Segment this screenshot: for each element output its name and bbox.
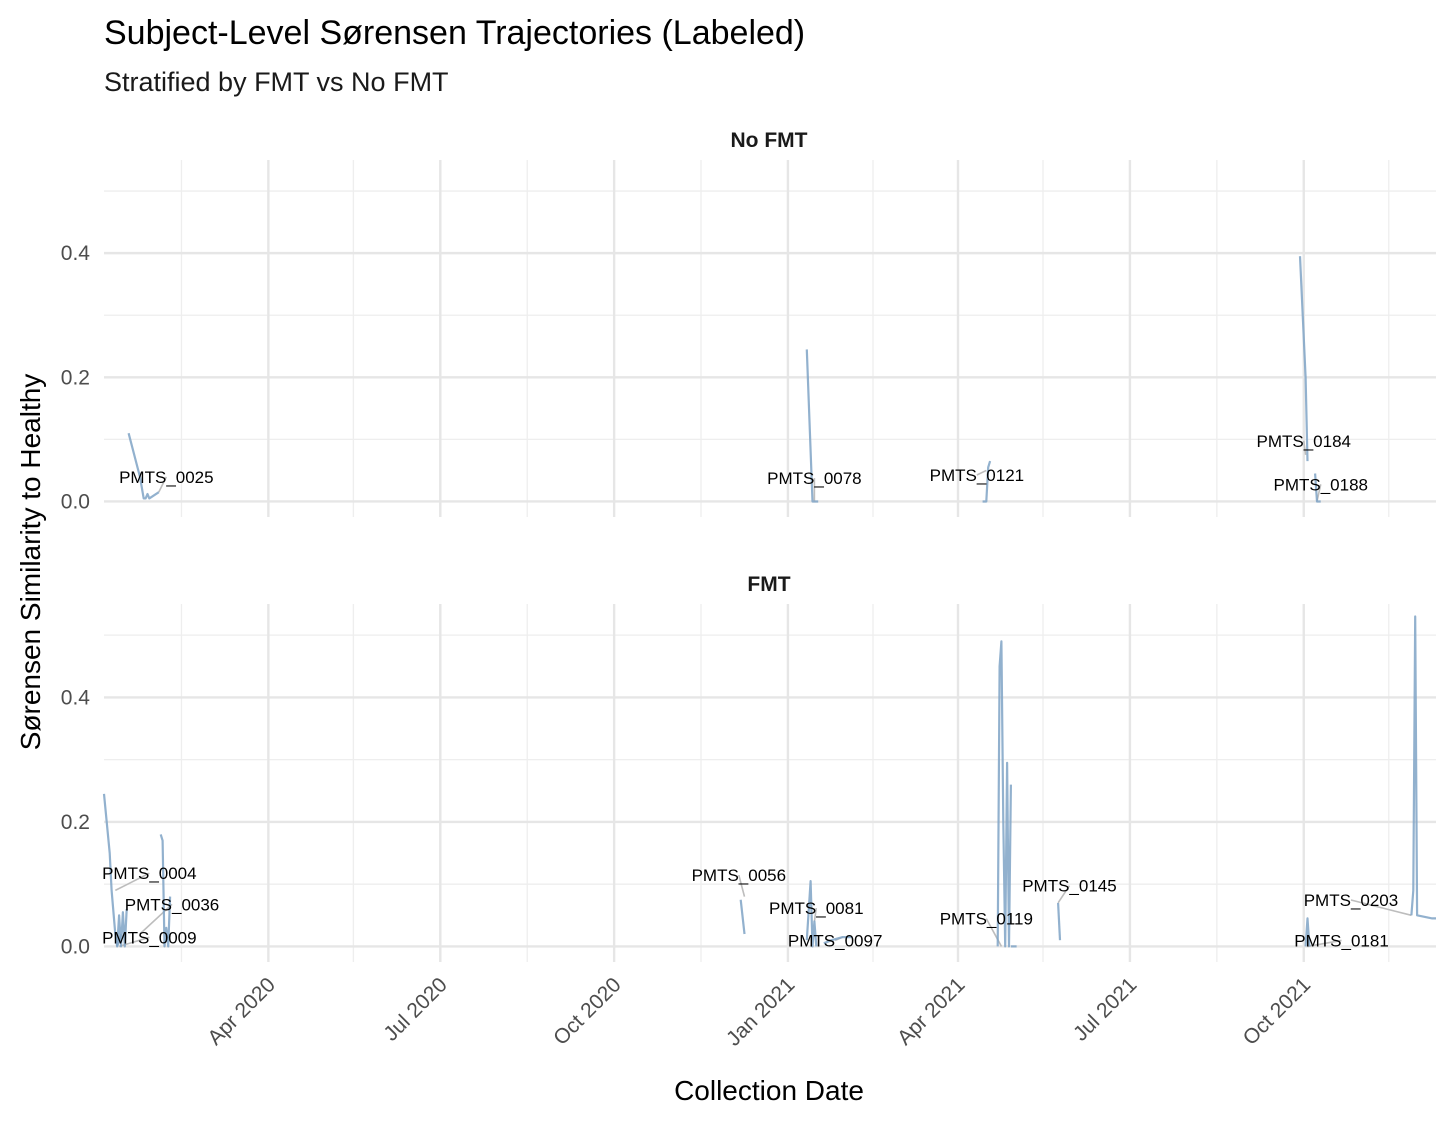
- subject-label: PMTS_0119: [940, 910, 1033, 929]
- subject-trajectory-line: [1298, 256, 1309, 462]
- subject-trajectory-line: [1057, 902, 1062, 941]
- x-tick-label: Oct 2021: [1239, 973, 1316, 1050]
- y-axis-title: Sørensen Similarity to Healthy: [15, 374, 46, 751]
- label-connector: [738, 874, 746, 897]
- y-tick-label: 0.4: [61, 686, 91, 709]
- y-tick-label: 0.2: [61, 366, 90, 389]
- subject-label: PMTS_0203: [1304, 891, 1399, 910]
- y-tick-label: 0.4: [61, 242, 91, 265]
- label-connector: [813, 907, 818, 922]
- label-connector: [1350, 899, 1412, 917]
- subject-trajectory-line: [1304, 917, 1311, 947]
- label-connector: [139, 903, 173, 935]
- label-connector: [158, 476, 168, 493]
- subject-trajectory-line: [805, 349, 819, 503]
- label-connector: [114, 872, 150, 892]
- subject-label: PMTS_0078: [767, 469, 862, 488]
- label-connector: [976, 469, 987, 476]
- x-tick-label: Jan 2021: [722, 973, 799, 1050]
- subject-trajectory-line: [159, 834, 172, 948]
- subject-trajectory-line: [982, 460, 992, 503]
- subject-label: PMTS_0145: [1022, 877, 1117, 896]
- subject-label: PMTS_0181: [1294, 931, 1389, 950]
- subject-label: PMTS_0097: [788, 931, 883, 950]
- x-tick-label: Jul 2021: [1069, 973, 1141, 1045]
- subject-label: PMTS_0036: [125, 895, 220, 914]
- subject-trajectory-line: [1314, 473, 1321, 503]
- panel-fmt: 0.0 0.2 0.4 PMTS_0004 PMTS_0036 PMTS_0009 PMTS…: [61, 604, 1436, 962]
- strip-label-no-fmt: No FMT: [731, 129, 808, 152]
- y-tick-label: 0.2: [61, 811, 90, 834]
- subject-trajectory-line: [805, 879, 818, 948]
- subject-trajectory-line: [1410, 615, 1436, 920]
- x-axis: Apr 2020 Jul 2020 Oct 2020 Jan 2021 Apr 2021…: [203, 973, 1315, 1050]
- subject-label: PMTS_0025: [119, 468, 214, 487]
- subject-trajectory-line: [823, 935, 853, 945]
- y-tick-label: 0.0: [61, 490, 90, 513]
- strip-label-fmt: FMT: [747, 573, 790, 596]
- x-axis-title: Collection Date: [674, 1075, 864, 1106]
- x-tick-label: Apr 2021: [893, 973, 970, 1050]
- subject-label: PMTS_0009: [102, 928, 197, 947]
- chart-subtitle: Stratified by FMT vs No FMT: [104, 67, 449, 97]
- x-tick-label: Jul 2020: [379, 973, 451, 1045]
- label-connector: [1307, 939, 1342, 948]
- subject-trajectory-line: [739, 899, 746, 935]
- subject-label: PMTS_0184: [1256, 432, 1351, 451]
- subject-label: PMTS_0081: [769, 899, 864, 918]
- subject-label: PMTS_0056: [692, 866, 787, 885]
- subject-label: PMTS_0004: [102, 864, 197, 883]
- chart-title: Subject-Level Sørensen Trajectories (Lab…: [104, 14, 805, 52]
- label-connector: [1057, 885, 1071, 904]
- subject-trajectory-line: [127, 432, 160, 500]
- subject-trajectory-line: [116, 909, 128, 948]
- x-tick-label: Apr 2020: [203, 973, 280, 1050]
- subject-label: PMTS_0121: [930, 466, 1025, 485]
- panel-no-fmt: 0.0 0.2 0.4 PMTS_0025 PMTS_0078 PMTS_0121 PMTS…: [61, 160, 1436, 517]
- x-tick-label: Oct 2020: [549, 973, 626, 1050]
- subject-label: PMTS_0188: [1273, 475, 1368, 494]
- label-connector: [985, 918, 1003, 947]
- y-tick-label: 0.0: [61, 935, 90, 958]
- label-connector: [1302, 440, 1307, 456]
- subject-trajectory-line: [996, 640, 1012, 948]
